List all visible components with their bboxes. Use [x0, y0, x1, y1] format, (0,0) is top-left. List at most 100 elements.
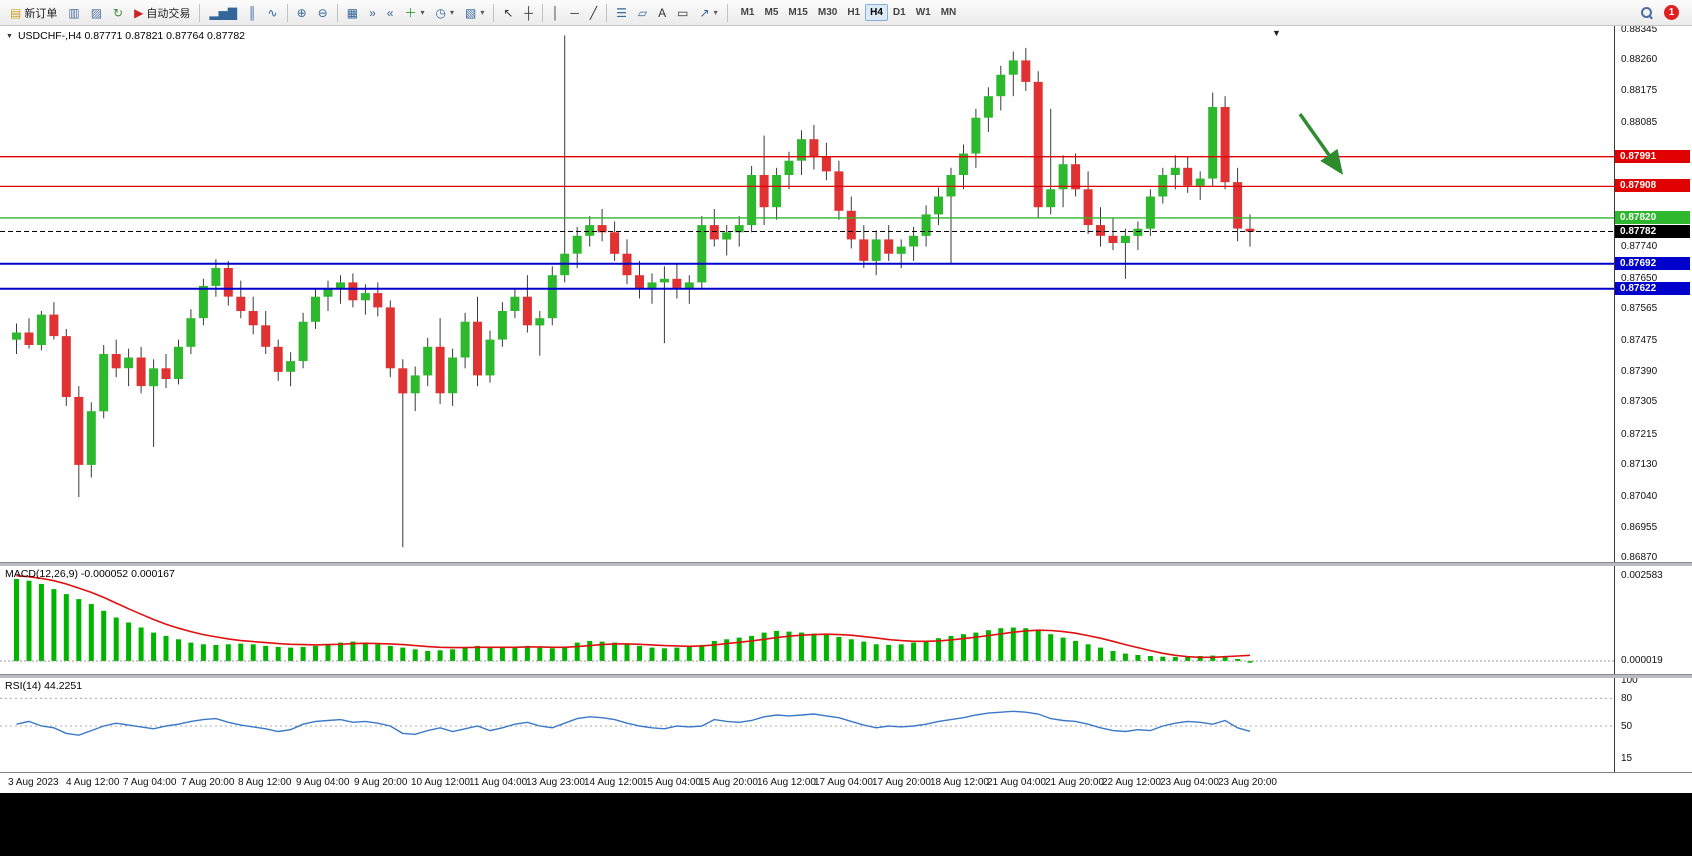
line-chart-button[interactable]: ∿: [263, 2, 283, 24]
auto-scroll-button[interactable]: »: [364, 2, 381, 24]
window-menu-icon[interactable]: ▼: [6, 32, 13, 40]
new-chart-button[interactable]: ▥: [63, 2, 84, 24]
new-order-button[interactable]: ▤ 新订单: [5, 2, 62, 24]
zoom-out-icon: ⊖: [317, 5, 328, 20]
chart-shift-icon: «: [386, 5, 394, 20]
cursor-button[interactable]: ↖: [498, 2, 518, 24]
chart-title: ▼ USDCHF-,H4 0.87771 0.87821 0.87764 0.8…: [6, 30, 245, 42]
candlestick-button[interactable]: ║: [243, 2, 262, 24]
rsi-tick-label: 15: [1621, 753, 1633, 764]
indicators-icon: ＋: [404, 5, 417, 20]
candlestick-chart[interactable]: [0, 26, 1614, 562]
chart-shift-button[interactable]: «: [382, 2, 399, 24]
time-axis-label: 9 Aug 20:00: [354, 777, 408, 788]
templates-dropdown-icon[interactable]: ▾: [480, 8, 485, 17]
notification-badge[interactable]: 1: [1664, 5, 1679, 20]
timeframe-group: M1 M5 M15 M30 H1 H4 D1 W1 MN: [736, 4, 962, 21]
chart-shift-marker-icon[interactable]: ▼: [1272, 28, 1281, 38]
rsi-axis[interactable]: 100 80 50 15: [1614, 678, 1692, 772]
candlestick-icon: ║: [248, 5, 257, 20]
refresh-button[interactable]: ↻: [108, 2, 128, 24]
indicators-dropdown-icon[interactable]: ▾: [420, 8, 425, 17]
panel-splitter[interactable]: [0, 674, 1692, 678]
crosshair-button[interactable]: ┼: [519, 2, 538, 24]
new-chart-icon: ▥: [68, 5, 80, 20]
tile-windows-button[interactable]: ▦: [342, 2, 363, 24]
macd-chart[interactable]: [0, 566, 1614, 674]
candles: [12, 35, 1255, 548]
price-tick-label: 0.87130: [1621, 459, 1658, 470]
macd-panel[interactable]: MACD(12,26,9) -0.000052 0.000167 0.00258…: [0, 566, 1692, 674]
time-axis[interactable]: 3 Aug 2023 4 Aug 12:00 7 Aug 04:00 7 Aug 20…: [0, 772, 1692, 793]
rsi-tick-label: 50: [1621, 721, 1633, 732]
timeframe-H4[interactable]: H4: [865, 4, 888, 21]
timeframe-M5[interactable]: M5: [764, 7, 779, 18]
timeframe-D1[interactable]: D1: [892, 7, 906, 18]
price-tag: 0.87692: [1615, 257, 1690, 270]
toolbar-separator: [726, 3, 728, 22]
rsi-tick-label: 100: [1621, 678, 1638, 686]
periods-icon: ◷: [435, 5, 446, 20]
vertical-line-button[interactable]: │: [547, 2, 565, 24]
arrows-button[interactable]: ↗ ▾: [695, 2, 723, 24]
price-tick-label: 0.86870: [1621, 552, 1658, 562]
macd-tick-label: 0.002583: [1621, 570, 1663, 581]
bar-chart-button[interactable]: ▂▅▇: [204, 2, 242, 24]
price-tick-label: 0.87040: [1621, 491, 1658, 502]
trendline-button[interactable]: ╱: [585, 2, 602, 24]
time-axis-label: 23 Aug 20:00: [1218, 777, 1277, 788]
shapes-icon: ▱: [637, 5, 648, 20]
zoom-in-button[interactable]: ⊕: [292, 2, 312, 24]
price-tick-label: 0.87305: [1621, 396, 1658, 407]
text-label-button[interactable]: ▭: [672, 2, 693, 24]
shapes-button[interactable]: ▱: [633, 2, 652, 24]
price-tag: 0.87991: [1615, 150, 1690, 163]
trend-arrow-annotation[interactable]: [1298, 112, 1344, 175]
bar-chart-icon: ▂▅▇: [209, 5, 238, 20]
periods-button[interactable]: ◷ ▾: [430, 2, 459, 24]
price-axis[interactable]: 0.88345 0.88260 0.88175 0.88085 0.87740 0.876…: [1614, 26, 1692, 562]
crosshair-icon: ┼: [524, 5, 533, 20]
price-tick-label: 0.88085: [1621, 117, 1658, 128]
rsi-chart[interactable]: [0, 678, 1614, 772]
arrows-icon: ↗: [699, 5, 710, 20]
templates-button[interactable]: ▧ ▾: [460, 2, 489, 24]
search-icon[interactable]: [1640, 6, 1654, 20]
timeframe-W1[interactable]: W1: [915, 7, 931, 18]
price-tick-label: 0.87390: [1621, 366, 1658, 377]
time-axis-label: 21 Aug 20:00: [1045, 777, 1104, 788]
rsi-panel[interactable]: RSI(14) 44.2251 100 80 50 15: [0, 678, 1692, 772]
price-tick-label: 0.88345: [1621, 26, 1658, 35]
zoom-out-button[interactable]: ⊖: [313, 2, 333, 24]
timeframe-H1[interactable]: H1: [847, 7, 861, 18]
profiles-button[interactable]: ▨: [86, 2, 107, 24]
price-tick-label: 0.87215: [1621, 429, 1658, 440]
macd-axis[interactable]: 0.002583 0.000019: [1614, 566, 1692, 674]
horizontal-line-icon: ─: [570, 5, 579, 20]
zoom-in-icon: ⊕: [296, 5, 307, 20]
time-axis-label: 21 Aug 04:00: [987, 777, 1046, 788]
timeframe-M15[interactable]: M15: [788, 7, 808, 18]
rsi-line: [16, 710, 1251, 736]
time-axis-label: 8 Aug 12:00: [238, 777, 292, 788]
macd-histogram: [14, 579, 1253, 663]
refresh-icon: ↻: [113, 5, 124, 20]
timeframe-MN[interactable]: MN: [940, 7, 957, 18]
text-button[interactable]: A: [653, 2, 671, 24]
panel-splitter[interactable]: [0, 562, 1692, 566]
indicators-button[interactable]: ＋ ▾: [399, 2, 429, 24]
fibonacci-button[interactable]: ☰: [611, 2, 632, 24]
time-axis-label: 14 Aug 12:00: [584, 777, 643, 788]
arrows-dropdown-icon[interactable]: ▾: [713, 8, 718, 17]
timeframe-M30[interactable]: M30: [817, 7, 838, 18]
time-axis-label: 9 Aug 04:00: [296, 777, 350, 788]
periods-dropdown-icon[interactable]: ▾: [449, 8, 454, 17]
horizontal-line-button[interactable]: ─: [565, 2, 584, 24]
main-chart-panel[interactable]: ▼ USDCHF-,H4 0.87771 0.87821 0.87764 0.8…: [0, 26, 1692, 562]
timeframe-M1[interactable]: M1: [740, 7, 755, 18]
price-tag: 0.87782: [1615, 225, 1690, 238]
autotrading-button[interactable]: ▶ 自动交易: [129, 2, 195, 24]
fibonacci-icon: ☰: [616, 5, 627, 20]
horizontal-level-lines[interactable]: [0, 156, 1614, 290]
new-order-icon: ▤: [10, 5, 22, 20]
